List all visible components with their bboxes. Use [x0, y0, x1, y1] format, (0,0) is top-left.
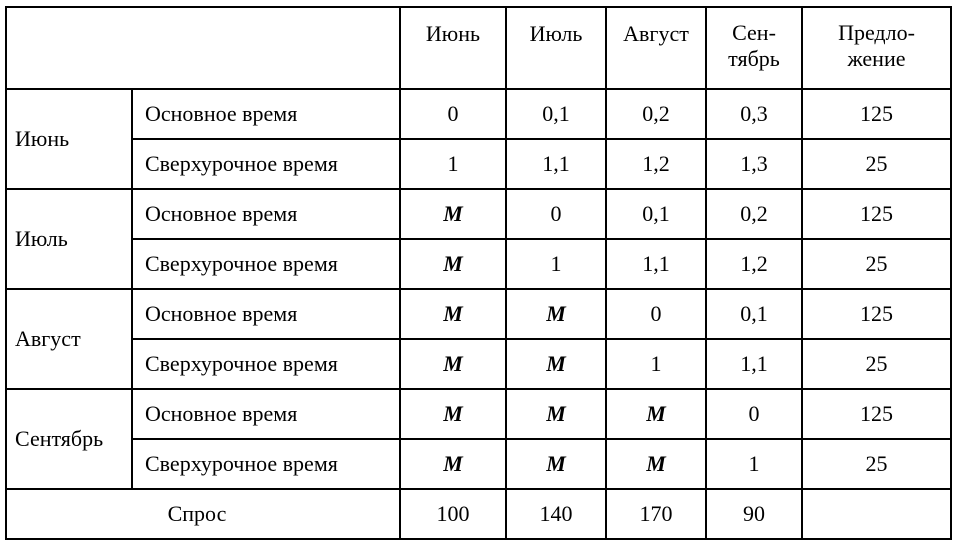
- row-kind: Основное время: [131, 388, 401, 440]
- cost-cell: M: [505, 388, 607, 440]
- cost-cell: M: [505, 438, 607, 490]
- cost-cell: M: [399, 338, 507, 390]
- supply-cell: 125: [801, 88, 952, 140]
- cost-cell: 0,2: [705, 188, 803, 240]
- table-row: Сверхурочное время M M 1 1,1 25: [6, 338, 952, 390]
- row-kind: Основное время: [131, 88, 401, 140]
- cost-cell: 0: [505, 188, 607, 240]
- demand-cell: 140: [505, 488, 607, 540]
- header-row: Июнь Июль Август Сен-тябрь Предло-жение: [5, 6, 952, 90]
- row-month: Июль: [5, 188, 133, 290]
- supply-cell: 125: [801, 388, 952, 440]
- table-row: Июль Основное время M 0 0,1 0,2 125: [5, 188, 952, 290]
- cost-cell: M: [605, 438, 707, 490]
- table-row: Сверхурочное время 1 1,1 1,2 1,3 25: [6, 138, 952, 190]
- demand-label: Спрос: [5, 488, 401, 540]
- cost-cell: 0,1: [605, 188, 707, 240]
- demand-cell: 170: [605, 488, 707, 540]
- supply-cell: 125: [801, 188, 952, 240]
- row-month: Сентябрь: [5, 388, 133, 490]
- table-row: Июнь Основное время 0 0,1 0,2 0,3 125: [5, 88, 952, 190]
- supply-cell: 25: [801, 238, 952, 290]
- header-september: Сен-тябрь: [705, 6, 803, 90]
- cost-cell: 1,2: [605, 138, 707, 190]
- cost-cell: 0,2: [605, 88, 707, 140]
- cost-cell: M: [505, 288, 607, 340]
- cost-cell: 1: [505, 238, 607, 290]
- cost-cell: M: [399, 438, 507, 490]
- cost-cell: 1,3: [705, 138, 803, 190]
- cost-cell: 0: [705, 388, 803, 440]
- row-kind: Сверхурочное время: [131, 338, 401, 390]
- table-row: Сверхурочное время M 1 1,1 1,2 25: [6, 238, 952, 290]
- cost-cell: M: [399, 288, 507, 340]
- cost-cell: 1: [605, 338, 707, 390]
- cost-cell: 1,1: [505, 138, 607, 190]
- supply-cell: 25: [801, 338, 952, 390]
- supply-cell: 25: [801, 438, 952, 490]
- header-supply: Предло-жение: [801, 6, 952, 90]
- cost-cell: 1,1: [705, 338, 803, 390]
- cost-cell: 1: [705, 438, 803, 490]
- row-month: Август: [5, 288, 133, 390]
- cost-cell: 0,1: [705, 288, 803, 340]
- supply-cell: 125: [801, 288, 952, 340]
- cost-cell: 0: [605, 288, 707, 340]
- cost-cell: 1,1: [605, 238, 707, 290]
- header-july: Июль: [505, 6, 607, 90]
- table-row: Сверхурочное время M M M 1 25: [6, 438, 952, 490]
- header-corner: [5, 6, 401, 90]
- demand-cell: 100: [399, 488, 507, 540]
- cost-cell: 0: [399, 88, 507, 140]
- table-row: Сентябрь Основное время M M M 0 125: [5, 388, 952, 490]
- cost-cell: 0,3: [705, 88, 803, 140]
- cost-cell: 1,2: [705, 238, 803, 290]
- demand-row: Спрос 100 140 170 90: [5, 488, 952, 540]
- cost-cell: M: [399, 188, 507, 240]
- row-month: Июнь: [5, 88, 133, 190]
- row-kind: Основное время: [131, 188, 401, 240]
- demand-cell: 90: [705, 488, 803, 540]
- cost-cell: 1: [399, 138, 507, 190]
- cost-cell: M: [605, 388, 707, 440]
- transport-table: Июнь Июль Август Сен-тябрь Предло-жение …: [5, 6, 952, 540]
- row-kind: Сверхурочное время: [131, 238, 401, 290]
- demand-supply-cell: [801, 488, 952, 540]
- row-kind: Основное время: [131, 288, 401, 340]
- row-kind: Сверхурочное время: [131, 438, 401, 490]
- cost-cell: M: [399, 388, 507, 440]
- table-row: Август Основное время M M 0 0,1 125: [5, 288, 952, 390]
- row-kind: Сверхурочное время: [131, 138, 401, 190]
- supply-cell: 25: [801, 138, 952, 190]
- header-august: Август: [605, 6, 707, 90]
- cost-cell: M: [505, 338, 607, 390]
- cost-cell: M: [399, 238, 507, 290]
- header-june: Июнь: [399, 6, 507, 90]
- cost-cell: 0,1: [505, 88, 607, 140]
